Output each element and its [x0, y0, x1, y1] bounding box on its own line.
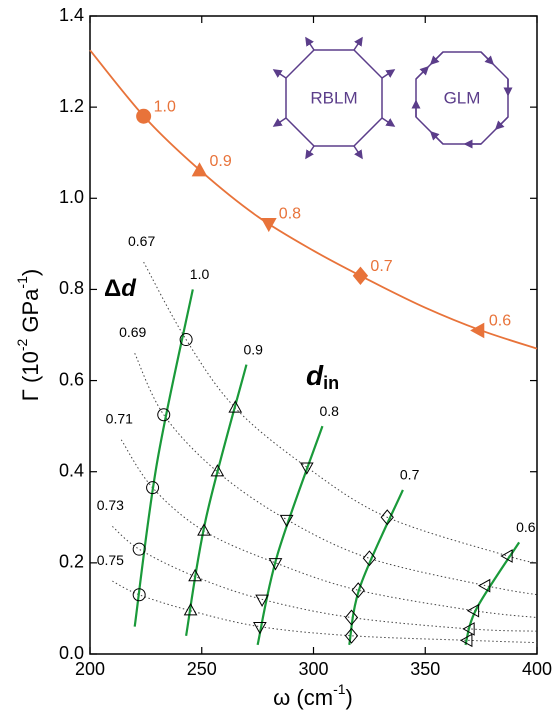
x-tick-label: 300 [298, 659, 328, 679]
marker [132, 542, 146, 556]
din-label: 1.0 [190, 266, 210, 282]
orange-point-label: 0.6 [489, 313, 511, 330]
marker [500, 549, 513, 563]
orange-point-label: 0.9 [210, 153, 232, 170]
dotted-curve [112, 580, 538, 644]
x-tick-label: 400 [522, 659, 552, 679]
marker [470, 322, 485, 339]
marker [260, 217, 277, 233]
marker [344, 609, 359, 626]
y-axis-label: Γ (10-2 GPa-1) [14, 269, 43, 401]
marker [132, 588, 146, 602]
marker [179, 333, 193, 347]
din-line [348, 489, 404, 646]
marker [157, 408, 171, 422]
dotted-curve [120, 439, 538, 619]
marker [183, 603, 198, 616]
x-label-sup: -1 [333, 681, 346, 697]
d: d [306, 360, 324, 391]
y-label-part: Γ (10 [18, 351, 43, 401]
x-tick-label: 250 [187, 659, 217, 679]
marker [380, 509, 394, 526]
din-label: 0.7 [400, 467, 420, 483]
dotted-curve [143, 261, 538, 564]
glm-octagon [411, 51, 513, 149]
marker [279, 514, 294, 528]
x-label-part: ) [346, 685, 353, 710]
y-tick-label: 1.2 [59, 96, 84, 116]
orange-point-label: 1.0 [154, 98, 176, 115]
marker [255, 594, 269, 607]
octagon-label: GLM [444, 88, 481, 107]
marker [136, 108, 152, 124]
orange-point-label: 0.7 [370, 258, 392, 275]
din-line [464, 541, 521, 646]
x-tick-label: 350 [410, 659, 440, 679]
y-tick-label: 0.4 [59, 460, 84, 480]
y-tick-label: 0.6 [59, 369, 84, 389]
marker [477, 578, 491, 593]
y-label-sup: -2 [14, 339, 30, 352]
subscript: in [323, 373, 339, 393]
x-tick-label: 200 [75, 659, 105, 679]
y-tick-label: 0.8 [59, 278, 84, 298]
marker [299, 462, 314, 475]
y-tick-label: 1.4 [59, 5, 84, 25]
orange-point-label: 0.8 [279, 206, 301, 223]
y-tick-label: 0.2 [59, 552, 84, 572]
din-label: 0.6 [516, 519, 536, 535]
marker [460, 633, 473, 648]
marker [344, 627, 359, 644]
marker [253, 621, 267, 635]
din-line [256, 425, 324, 646]
marker [268, 558, 283, 571]
marker [351, 582, 365, 599]
delta: Δ [104, 275, 121, 302]
dotted-curve-label: 0.69 [119, 324, 146, 340]
delta-d-annotation: Δd [104, 275, 137, 302]
marker [191, 162, 208, 177]
rblm-octagon [272, 36, 396, 160]
y-label-part: GPa [18, 288, 43, 339]
din-line [185, 364, 248, 636]
marker [210, 464, 225, 477]
marker [197, 523, 211, 536]
din-label: 0.9 [243, 341, 263, 357]
marker [188, 568, 202, 582]
marker [462, 622, 475, 636]
dotted-curve-label: 0.75 [97, 552, 124, 568]
y-label-part: ) [18, 269, 43, 276]
x-axis-label: ω (cm-1) [273, 681, 353, 710]
x-label-part: ω (cm [273, 685, 333, 710]
marker [362, 550, 377, 567]
y-label-sup: -1 [14, 276, 30, 289]
marker [228, 400, 243, 413]
d-in-annotation: din [306, 360, 339, 392]
din-label: 0.8 [319, 403, 339, 419]
d: d [121, 275, 137, 302]
marker [466, 603, 480, 618]
octagon-label: RBLM [310, 88, 357, 107]
orange-curve [89, 49, 538, 350]
y-tick-label: 0.0 [59, 643, 84, 663]
y-tick-label: 1.0 [59, 187, 84, 207]
dotted-curve-label: 0.73 [97, 497, 124, 513]
dotted-curve-label: 0.71 [106, 411, 133, 427]
dotted-curve-label: 0.67 [128, 233, 155, 249]
dotted-curve [112, 526, 538, 632]
marker [146, 481, 160, 495]
din-line [133, 289, 194, 627]
marker [352, 266, 369, 285]
